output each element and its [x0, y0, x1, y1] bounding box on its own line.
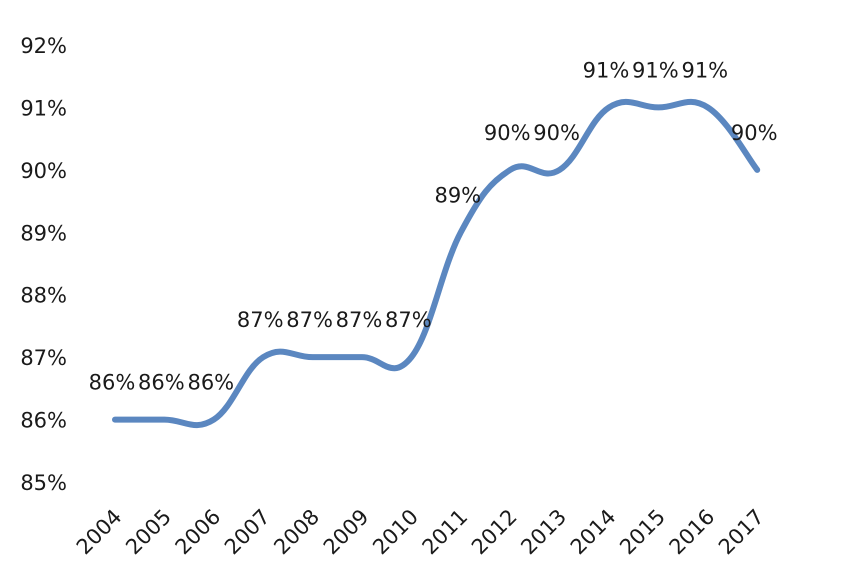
x-tick-label: 2013 [516, 505, 571, 560]
y-tick-label: 85% [20, 471, 67, 495]
x-tick-label: 2006 [171, 505, 226, 560]
x-tick-label: 2009 [319, 505, 374, 560]
y-tick-label: 88% [20, 284, 67, 308]
x-tick-label: 2008 [269, 505, 324, 560]
y-tick-label: 90% [20, 159, 67, 183]
data-labels: 86% 86% 86%87% 87% 87% 87%89%90% 90%91% 91% 91%9… [89, 58, 778, 394]
data-label: 90% [484, 121, 531, 145]
x-tick-label: 2014 [566, 505, 621, 560]
data-label: 87% [336, 308, 383, 332]
x-tick-label: 2015 [615, 505, 670, 560]
data-label: 87% [237, 308, 284, 332]
y-axis-ticks: 85% 86% 87% 88% 89% 90% 91% 92% [20, 34, 67, 495]
y-tick-label: 87% [20, 346, 67, 370]
y-tick-label: 92% [20, 34, 67, 58]
data-label: 90% [533, 121, 580, 145]
x-tick-label: 2011 [418, 505, 473, 560]
x-tick-label: 2005 [121, 505, 176, 560]
x-tick-label: 2012 [467, 505, 522, 560]
data-label: 91% [583, 58, 630, 82]
y-tick-label: 91% [20, 96, 67, 120]
y-tick-label: 89% [20, 221, 67, 245]
data-label: 90% [731, 121, 778, 145]
x-tick-label: 2004 [72, 505, 127, 560]
y-tick-label: 86% [20, 409, 67, 433]
data-label: 87% [385, 308, 432, 332]
x-tick-label: 2007 [220, 505, 275, 560]
data-label: 91% [632, 58, 679, 82]
x-axis-ticks: 2004200520062007200820092010201120122013… [72, 505, 769, 560]
x-tick-label: 2010 [368, 505, 423, 560]
x-tick-label: 2017 [714, 505, 769, 560]
data-label: 86% [187, 371, 234, 395]
series-line [112, 98, 761, 429]
data-label: 89% [434, 183, 481, 207]
data-label: 91% [681, 58, 728, 82]
data-label: 87% [286, 308, 333, 332]
x-tick-label: 2016 [665, 505, 720, 560]
data-label: 86% [89, 371, 136, 395]
data-label: 86% [138, 371, 185, 395]
